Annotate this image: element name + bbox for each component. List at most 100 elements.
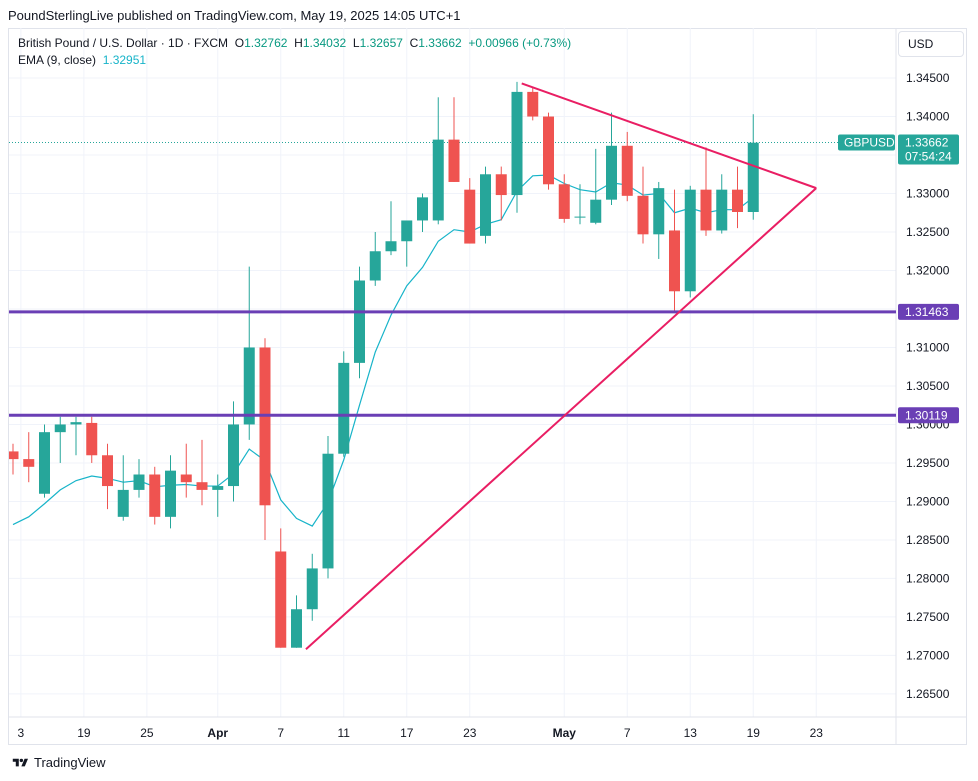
candle-body-down (527, 91, 539, 117)
last-price-label: 1.33662 (905, 136, 949, 150)
candle-body-up (306, 568, 318, 610)
footer: TradingView (12, 755, 106, 770)
candle-body-up (291, 609, 302, 648)
close-value: 1.33662 (418, 36, 462, 50)
candle-body-up (747, 142, 759, 212)
y-tick-label: 1.26500 (906, 687, 950, 701)
candle-body-down (448, 139, 460, 182)
y-tick-label: 1.28000 (906, 571, 950, 585)
x-tick-label: 3 (18, 726, 25, 740)
tradingview-logo-icon (12, 758, 28, 766)
candle-body-up (590, 199, 602, 223)
candle-body-up (385, 241, 397, 252)
candle-body-up (480, 174, 491, 236)
candle-body-down (149, 474, 161, 517)
candle-body-up (70, 422, 82, 425)
candle-body-up (54, 424, 66, 433)
y-tick-label: 1.30500 (906, 379, 950, 393)
low-label: L (352, 36, 360, 50)
symbol-tag-label: GBPUSD (844, 136, 895, 150)
x-tick-label: 11 (338, 726, 351, 740)
ema-value: 1.32951 (102, 53, 147, 67)
candle-body-down (495, 174, 507, 196)
x-tick-label: 19 (747, 726, 761, 740)
candle-body-down (259, 347, 271, 506)
candle-body-down (275, 551, 287, 648)
close-label: C (409, 36, 419, 50)
x-tick-label: 23 (463, 726, 477, 740)
y-tick-label: 1.34500 (906, 71, 950, 85)
candle-body-down (9, 451, 19, 460)
level-price-label: 1.31463 (905, 305, 949, 319)
symbol-tag (838, 134, 895, 151)
candle-body-up (212, 486, 224, 490)
candle-body-up (716, 189, 728, 231)
candle-body-up (133, 474, 145, 490)
y-tick-label: 1.32000 (906, 263, 950, 277)
symbol-legend: British Pound / U.S. Dollar · 1D · FXCM … (18, 36, 571, 50)
candle-body-up (684, 189, 696, 292)
candle-body-down (700, 189, 712, 231)
candle-body-down (102, 455, 113, 487)
y-tick-label: 1.33000 (906, 187, 950, 201)
triangle-upper-line (521, 82, 817, 190)
y-tick-label: 1.29500 (906, 456, 950, 470)
candle-body-down (196, 482, 208, 490)
chart-frame (8, 28, 967, 745)
y-tick-label: 1.32500 (906, 225, 950, 239)
candle-body-down (23, 459, 35, 467)
x-tick-label: 23 (810, 726, 824, 740)
x-tick-label: May (553, 726, 577, 740)
x-tick-label: 7 (624, 726, 631, 740)
level-price-label: 1.30119 (905, 408, 948, 422)
candle-body-up (574, 216, 586, 218)
candle-body-up (322, 453, 334, 569)
candle-body-up (653, 188, 665, 235)
x-tick-label: 19 (77, 726, 91, 740)
y-tick-label: 1.27000 (906, 648, 950, 662)
x-tick-label: 25 (140, 726, 154, 740)
low-value: 1.32657 (359, 36, 403, 50)
y-tick-label: 1.28500 (906, 533, 950, 547)
candle-body-down (558, 184, 570, 219)
candle-body-down (464, 189, 476, 244)
candle-body-down (180, 474, 192, 483)
symbol-title[interactable]: British Pound / U.S. Dollar · 1D · FXCM (18, 36, 229, 50)
y-tick-label: 1.27500 (906, 610, 950, 624)
countdown-label: 07:54:24 (905, 150, 952, 164)
change-value: +0.00966 (+0.73%) (468, 36, 572, 50)
last-price-tag (898, 134, 959, 165)
ema-legend: EMA (9, close) 1.32951 (18, 53, 146, 67)
candle-body-up (417, 197, 428, 221)
candle-body-up (606, 145, 617, 200)
footer-brand: TradingView (34, 755, 106, 770)
candle-body-up (39, 432, 50, 494)
x-tick-label: 17 (400, 726, 414, 740)
candle-body-down (732, 189, 743, 212)
y-tick-label: 1.29000 (906, 494, 950, 508)
candle-body-down (621, 145, 633, 196)
candle-body-down (543, 116, 554, 185)
level-price-tag (898, 303, 959, 320)
candle-body-up (338, 362, 350, 454)
publisher-line: PoundSterlingLive published on TradingVi… (8, 8, 461, 23)
candle-body-down (86, 422, 98, 456)
candle-body-up (369, 251, 381, 281)
x-tick-label: 7 (277, 726, 284, 740)
candle-body-up (511, 91, 523, 196)
level-price-tag (898, 407, 959, 424)
y-tick-label: 1.34000 (906, 110, 950, 124)
candle-body-up (228, 424, 239, 487)
high-label: H (294, 36, 303, 50)
plot-area[interactable] (8, 81, 897, 650)
open-value: 1.32762 (244, 36, 288, 50)
candle-body-down (669, 230, 680, 292)
y-tick-label: 1.31000 (906, 340, 950, 354)
candle-body-up (165, 470, 176, 517)
ema-label[interactable]: EMA (9, close) (18, 53, 97, 67)
open-label: O (234, 36, 245, 50)
candle-body-up (117, 489, 129, 517)
currency-button[interactable]: USD (898, 31, 964, 57)
triangle-lower-line (305, 187, 817, 650)
